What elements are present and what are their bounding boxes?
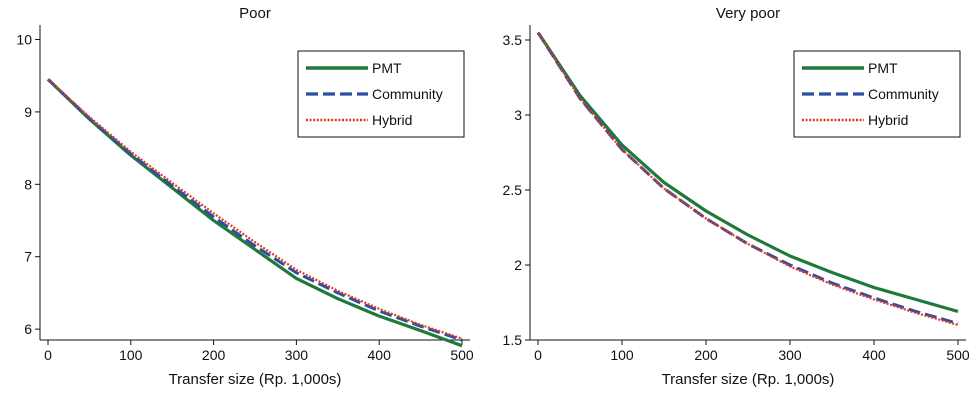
y-tick-label: 6 xyxy=(24,321,32,337)
legend-label-pmt: PMT xyxy=(868,60,898,76)
x-tick-label: 400 xyxy=(862,347,886,363)
x-axis-title: Transfer size (Rp. 1,000s) xyxy=(169,371,342,388)
x-tick-label: 0 xyxy=(534,347,542,363)
chart-title: Very poor xyxy=(716,5,780,22)
legend-label-hybrid: Hybrid xyxy=(372,112,412,128)
y-tick-label: 9 xyxy=(24,104,32,120)
x-tick-label: 100 xyxy=(119,347,143,363)
series-line-pmt xyxy=(536,31,959,314)
legend-label-community: Community xyxy=(868,86,939,102)
x-tick-label: 200 xyxy=(202,347,226,363)
x-tick-label: 300 xyxy=(778,347,802,363)
legend-label-hybrid: Hybrid xyxy=(868,112,908,128)
series-line-community xyxy=(46,78,463,342)
series-line-community xyxy=(536,31,959,325)
y-tick-label: 7 xyxy=(24,249,32,265)
chart-title: Poor xyxy=(239,5,271,22)
chart-panel-2: Very poor 1.5 2 2.5 3 3.5 0 100 200 300 400 500 Tran… xyxy=(503,5,970,388)
x-tick-label: 500 xyxy=(946,347,970,363)
legend-label-community: Community xyxy=(372,86,443,102)
x-tick-label: 0 xyxy=(44,347,52,363)
x-tick-label: 200 xyxy=(694,347,718,363)
y-tick-label: 1.5 xyxy=(503,332,523,348)
legend-label-pmt: PMT xyxy=(372,60,402,76)
y-tick-label: 2.5 xyxy=(503,182,523,198)
x-tick-label: 400 xyxy=(368,347,392,363)
y-tick-label: 10 xyxy=(16,31,32,47)
series-line-hybrid xyxy=(537,31,959,327)
y-tick-label: 3.5 xyxy=(503,32,523,48)
y-tick-label: 8 xyxy=(24,176,32,192)
x-tick-label: 500 xyxy=(450,347,474,363)
y-tick-label: 2 xyxy=(514,257,522,273)
x-tick-label: 300 xyxy=(285,347,309,363)
x-axis-title: Transfer size (Rp. 1,000s) xyxy=(662,371,835,388)
series-line-hybrid xyxy=(47,78,463,340)
y-tick-label: 3 xyxy=(514,107,522,123)
x-tick-label: 100 xyxy=(610,347,634,363)
